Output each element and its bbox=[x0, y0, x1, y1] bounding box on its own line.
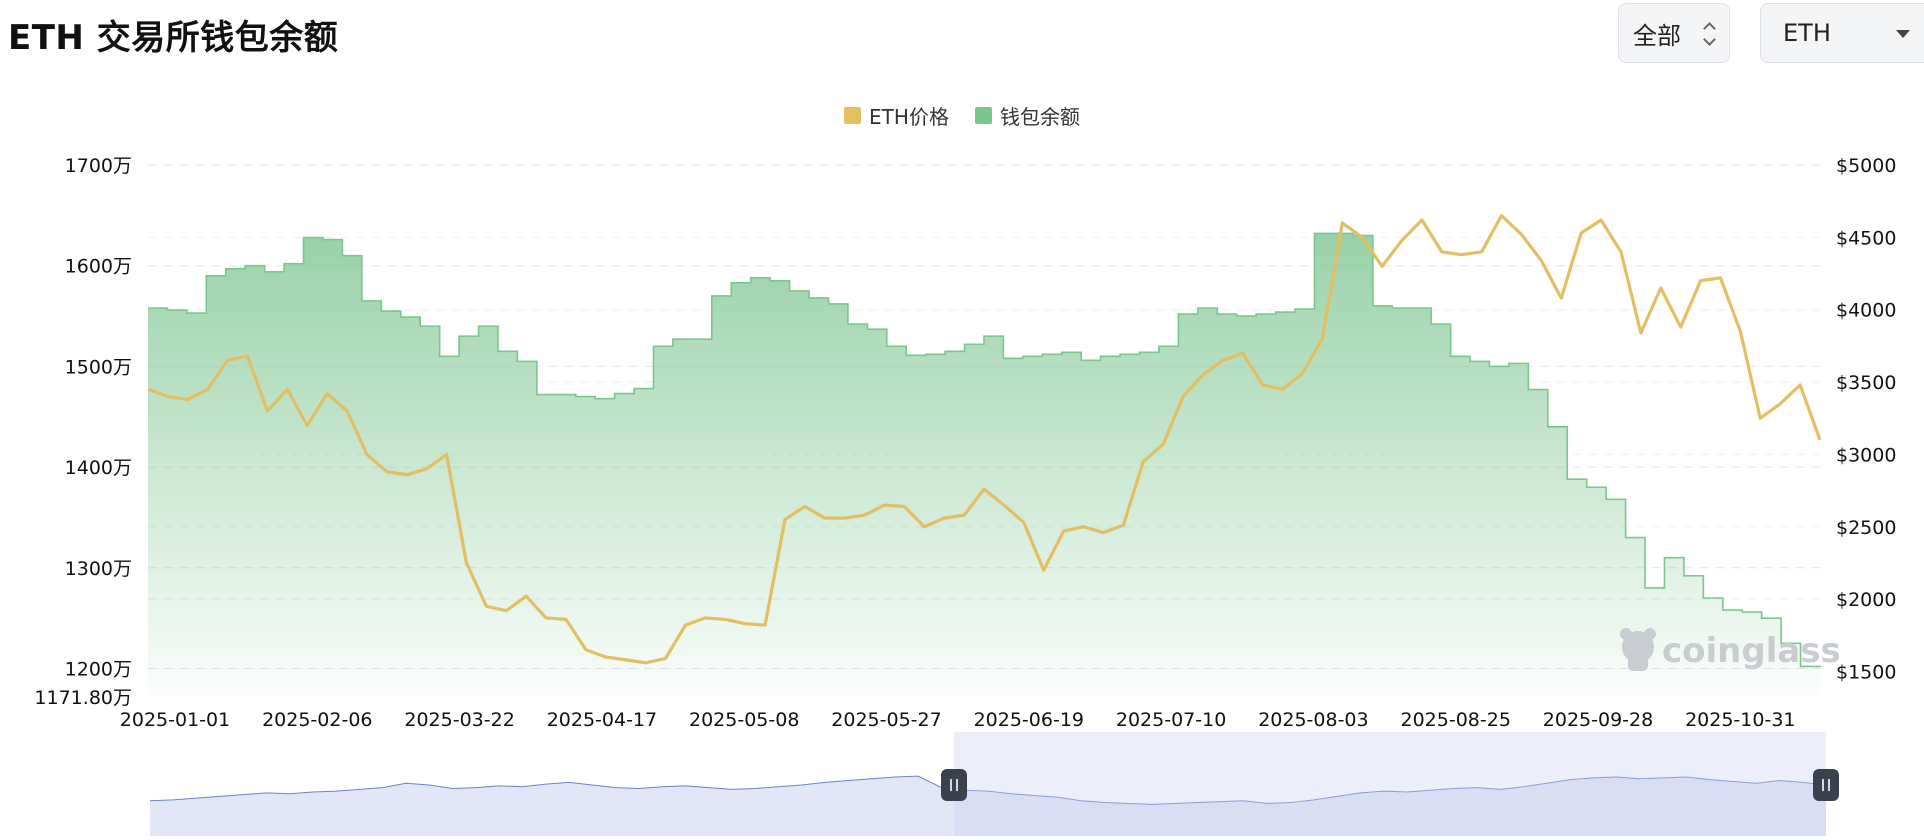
legend-item-balance[interactable]: 钱包余额 bbox=[974, 101, 1080, 130]
y-left-tick-label: 1200万 bbox=[65, 659, 132, 681]
range-select-label: 全部 bbox=[1633, 21, 1681, 50]
x-tick-label: 2025-03-22 bbox=[404, 709, 514, 731]
x-tick-label: 2025-08-25 bbox=[1400, 709, 1510, 731]
legend-label-balance: 钱包余额 bbox=[999, 105, 1080, 129]
range-select[interactable]: 全部 bbox=[1618, 3, 1730, 63]
x-tick-label: 2025-10-31 bbox=[1685, 709, 1795, 731]
page-title: ETH 交易所钱包余额 bbox=[8, 18, 339, 58]
y-right-tick-label: $3000 bbox=[1836, 444, 1896, 466]
y-left-tick-label: 1300万 bbox=[65, 558, 132, 580]
x-tick-label: 2025-06-19 bbox=[974, 709, 1084, 731]
y-left-tick-label: 1700万 bbox=[65, 155, 132, 177]
x-tick-label: 2025-01-01 bbox=[120, 709, 230, 731]
legend-label-price: ETH价格 bbox=[869, 105, 949, 129]
balance-area bbox=[148, 233, 1820, 697]
y-right-tick-label: $3500 bbox=[1836, 372, 1896, 394]
y-left-tick-label: 1600万 bbox=[65, 256, 132, 278]
balance-line bbox=[148, 232, 1821, 668]
y-axis-right: $5000 $4500 $4000 $3500 $3000 $2500 $2000 $1500 bbox=[1836, 155, 1896, 683]
legend-item-price[interactable]: ETH价格 bbox=[844, 101, 949, 130]
y-right-tick-label: $5000 bbox=[1836, 155, 1896, 177]
caret-down-icon bbox=[1896, 30, 1910, 38]
y-left-tick-label: 1500万 bbox=[65, 356, 132, 378]
y-right-tick-label: $2000 bbox=[1836, 589, 1896, 611]
chart-legend: ETH价格 钱包余额 bbox=[0, 101, 1924, 130]
legend-swatch-price bbox=[844, 107, 862, 124]
coin-select-label: ETH bbox=[1783, 19, 1831, 47]
y-right-tick-label: $1500 bbox=[1836, 661, 1896, 683]
x-tick-label: 2025-05-27 bbox=[831, 709, 941, 731]
navigator-selection[interactable] bbox=[954, 732, 1826, 836]
watermark-text: coinglass bbox=[1662, 631, 1841, 671]
watermark: coinglass bbox=[1620, 628, 1841, 671]
navigator-line bbox=[149, 775, 1827, 805]
coinglass-logo-icon bbox=[1620, 628, 1656, 671]
y-right-tick-label: $2500 bbox=[1836, 517, 1896, 539]
y-right-tick-label: $4000 bbox=[1836, 300, 1896, 322]
balance-area-layer bbox=[148, 232, 1821, 697]
price-line-layer bbox=[147, 214, 1822, 665]
x-tick-label: 2025-04-17 bbox=[547, 709, 657, 731]
x-tick-label: 2025-02-06 bbox=[262, 709, 372, 731]
y-left-tick-label: 1400万 bbox=[65, 457, 132, 479]
coin-select[interactable]: ETH bbox=[1760, 3, 1924, 63]
x-tick-label: 2025-09-28 bbox=[1543, 709, 1653, 731]
x-tick-label: 2025-07-10 bbox=[1116, 709, 1226, 731]
y-axis-left: 1700万 1600万 1500万 1400万 1300万 1200万 1171.80万 bbox=[34, 155, 132, 709]
navigator-area bbox=[150, 776, 1826, 836]
x-axis: 2025-01-01 2025-02-06 2025-03-22 2025-04-17… bbox=[120, 709, 1796, 731]
x-tick-label: 2025-08-03 bbox=[1258, 709, 1368, 731]
y-right-tick-label: $4500 bbox=[1836, 227, 1896, 249]
range-navigator[interactable] bbox=[149, 732, 1839, 836]
navigator-handle-right[interactable] bbox=[1813, 769, 1839, 801]
x-tick-label: 2025-05-08 bbox=[689, 709, 799, 731]
navigator-handle-left[interactable] bbox=[941, 769, 967, 801]
legend-swatch-balance bbox=[974, 107, 992, 124]
y-left-tick-label: 1171.80万 bbox=[34, 687, 132, 709]
price-line bbox=[147, 214, 1822, 665]
